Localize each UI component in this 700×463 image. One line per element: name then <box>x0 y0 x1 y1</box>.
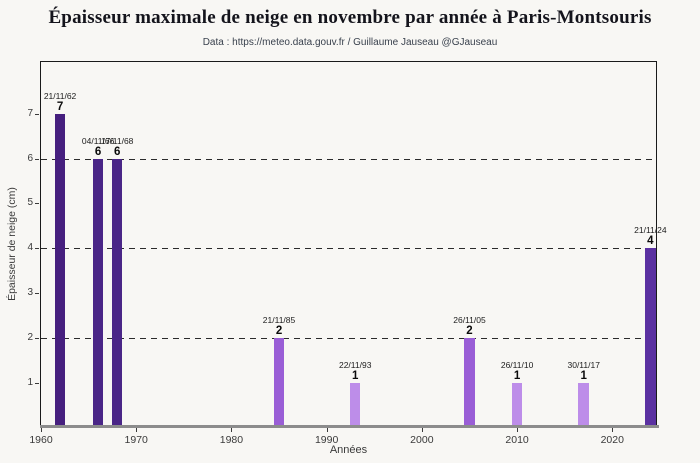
x-tick-label-2020: 2020 <box>600 434 624 446</box>
x-tick-label-2000: 2000 <box>410 434 434 446</box>
bar-date-label: 04/11/66 <box>81 135 115 146</box>
bar-value-label: 2 <box>466 325 473 338</box>
bar-date-label: 26/11/10 <box>500 360 534 371</box>
bar-date-label: 21/11/62 <box>43 90 77 101</box>
y-tick-label-6: 6 <box>27 152 33 164</box>
x-tick-mark-2010 <box>517 428 519 432</box>
y-tick-mark-6 <box>35 158 40 160</box>
x-tick-mark-1980 <box>231 428 233 432</box>
x-tick-mark-2020 <box>612 428 614 432</box>
bar-1966 <box>92 158 104 428</box>
chart-title: Épaisseur maximale de neige en novembre … <box>48 7 652 28</box>
x-tick-label-1980: 1980 <box>219 434 244 446</box>
gridline-y-4 <box>41 248 656 250</box>
bar-label-1993: 22/11/93 1 <box>315 360 395 382</box>
plot-area: 21/11/62 7 04/11/66 6 17/11/68 6 21/11/85 2 22/1… <box>27 61 667 446</box>
y-tick-mark-1 <box>35 383 40 385</box>
y-tick-label-7: 7 <box>27 107 33 119</box>
y-tick-mark-5 <box>35 203 40 205</box>
bar-1968 <box>111 158 123 428</box>
bar-value-label: 6 <box>113 145 121 158</box>
bar-date-label: 22/11/93 <box>338 360 372 371</box>
y-tick-label-5: 5 <box>27 197 33 209</box>
y-axis-title: Épaisseur de neige (cm) <box>6 187 18 301</box>
bar-1993 <box>349 383 361 428</box>
bar-2017 <box>578 383 589 428</box>
y-tick-mark-3 <box>35 293 40 295</box>
bar-value-label: 2 <box>275 325 283 338</box>
bar-value-label: 1 <box>352 370 359 383</box>
y-tick-label-1: 1 <box>27 377 33 389</box>
x-tick-mark-1960 <box>41 428 42 432</box>
x-tick-mark-2000 <box>421 428 423 432</box>
bar-label-2005: 26/11/05 2 <box>429 315 509 337</box>
x-tick-mark-1990 <box>326 428 328 432</box>
bar-2010 <box>511 383 523 428</box>
x-axis-spine <box>40 425 659 428</box>
bar-value-label: 6 <box>94 145 102 158</box>
gridline-y-2 <box>41 338 656 340</box>
bar-2024 <box>645 248 656 428</box>
y-tick-mark-4 <box>35 248 40 250</box>
bar-value-label: 4 <box>647 235 654 248</box>
gridline-y-6 <box>41 158 656 160</box>
bar-label-2024: 21/11/24 4 <box>610 225 690 247</box>
bar-1962 <box>54 113 66 428</box>
y-tick-label-4: 4 <box>27 242 33 254</box>
y-tick-mark-2 <box>35 338 40 340</box>
bar-label-1962: 21/11/62 7 <box>20 91 100 113</box>
y-tick-label-2: 2 <box>27 332 33 344</box>
bar-1985 <box>273 338 285 428</box>
y-tick-label-3: 3 <box>27 287 33 299</box>
y-tick-mark-7 <box>35 113 40 115</box>
bar-2005 <box>464 338 475 428</box>
bar-date-label: 21/11/85 <box>262 315 296 326</box>
bar-value-label: 1 <box>513 370 521 383</box>
bar-label-1985: 21/11/85 2 <box>239 315 319 337</box>
x-tick-label-1970: 1970 <box>124 434 148 446</box>
x-tick-label-2010: 2010 <box>505 434 529 446</box>
x-tick-label-1990: 1990 <box>314 434 339 446</box>
bar-label-2017: 30/11/17 1 <box>544 360 624 382</box>
bar-label-2010: 26/11/10 1 <box>477 360 557 382</box>
bar-label-1966: 04/11/66 6 <box>58 136 138 158</box>
bar-date-label: 17/11/68 <box>100 135 134 146</box>
bar-date-label: 26/11/05 <box>453 315 486 326</box>
x-axis-title: Années <box>329 444 368 456</box>
chart-subtitle: Data : https://meteo.data.gouv.fr / Guil… <box>202 37 498 48</box>
x-tick-mark-1970 <box>136 428 138 432</box>
x-tick-label-1960: 1960 <box>29 434 53 446</box>
bar-label-1968: 17/11/68 6 <box>77 136 157 158</box>
bar-value-label: 1 <box>580 370 587 383</box>
bar-date-label: 21/11/24 <box>634 225 667 236</box>
bar-value-label: 7 <box>56 100 64 113</box>
bar-date-label: 30/11/17 <box>567 360 600 371</box>
